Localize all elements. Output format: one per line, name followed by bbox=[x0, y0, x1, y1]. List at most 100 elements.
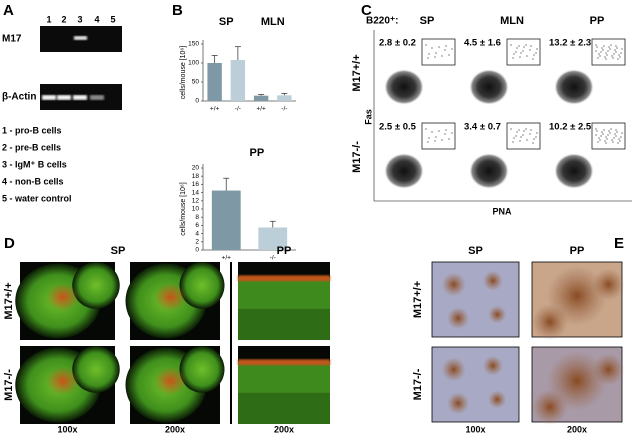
event-dot bbox=[445, 45, 447, 47]
histology-image bbox=[531, 346, 625, 425]
gel-band bbox=[73, 95, 87, 100]
legend-item: 1 - pro-B cells bbox=[2, 125, 62, 135]
stain-region bbox=[592, 268, 625, 301]
event-dot bbox=[606, 54, 608, 56]
event-dot bbox=[607, 134, 609, 136]
event-dot bbox=[519, 140, 521, 142]
stain-region bbox=[488, 390, 507, 409]
event-dot bbox=[595, 134, 597, 136]
stain-region bbox=[447, 392, 470, 415]
stain-region bbox=[532, 389, 568, 425]
event-dot bbox=[515, 135, 517, 137]
event-dot bbox=[616, 47, 618, 49]
row-label: M17-/- bbox=[3, 369, 15, 401]
event-dot bbox=[615, 45, 617, 47]
event-dot bbox=[601, 47, 603, 49]
event-dot bbox=[613, 53, 615, 55]
bar bbox=[230, 59, 246, 101]
stain-region bbox=[532, 304, 568, 340]
event-dot bbox=[606, 138, 608, 140]
event-dot bbox=[435, 136, 437, 138]
magnification: 200x bbox=[274, 424, 294, 434]
event-dot bbox=[516, 47, 518, 49]
column-label: SP bbox=[468, 245, 483, 257]
event-dot bbox=[522, 50, 524, 52]
histology-image bbox=[531, 261, 625, 340]
cell-cloud bbox=[554, 69, 594, 105]
stain-region bbox=[441, 272, 466, 297]
event-dot bbox=[604, 56, 606, 58]
y-tick-label: 8 bbox=[195, 214, 199, 221]
gel-band bbox=[42, 95, 56, 100]
y-tick-label: 4 bbox=[195, 230, 199, 237]
event-dot bbox=[523, 130, 525, 132]
column-label: PP bbox=[590, 15, 605, 27]
event-dot bbox=[434, 56, 436, 58]
event-dot bbox=[425, 128, 427, 130]
event-dot bbox=[609, 48, 611, 50]
y-tick-label: 12 bbox=[192, 198, 200, 205]
flow-plot bbox=[469, 38, 541, 105]
stain-region bbox=[488, 305, 507, 324]
cell-cloud bbox=[469, 153, 509, 189]
flow-plot bbox=[469, 122, 541, 189]
y-tick-label: 150 bbox=[188, 41, 199, 48]
event-dot bbox=[621, 48, 623, 50]
event-dot bbox=[427, 141, 429, 143]
lane-number: 5 bbox=[110, 14, 115, 24]
gate-percentage: 13.2 ± 2.3 bbox=[549, 38, 591, 49]
event-dot bbox=[611, 139, 613, 141]
event-dot bbox=[438, 130, 440, 132]
gate-percentage: 10.2 ± 2.5 bbox=[549, 122, 592, 133]
event-dot bbox=[598, 53, 600, 55]
event-dot bbox=[526, 139, 528, 141]
gate-label: B220⁺: bbox=[366, 16, 399, 27]
event-dot bbox=[525, 128, 527, 130]
event-dot bbox=[441, 55, 443, 57]
y-tick-label: 0 bbox=[195, 247, 199, 254]
event-dot bbox=[533, 54, 535, 56]
event-dot bbox=[431, 47, 433, 49]
event-dot bbox=[614, 133, 616, 135]
cell-cloud bbox=[469, 69, 509, 105]
event-dot bbox=[599, 139, 601, 141]
gate bbox=[506, 38, 541, 66]
event-dot bbox=[435, 52, 437, 54]
event-dot bbox=[536, 48, 538, 50]
red-region bbox=[154, 367, 187, 396]
event-dot bbox=[615, 51, 617, 53]
green-region bbox=[72, 262, 120, 309]
event-dot bbox=[516, 131, 518, 133]
stain-region bbox=[482, 355, 503, 376]
event-dot bbox=[598, 137, 600, 139]
event-dot bbox=[451, 48, 453, 50]
fluorescence-image bbox=[238, 262, 330, 340]
legend-item: 2 - pre-B cells bbox=[2, 142, 61, 152]
y-axis-label: cells/mouse [10⁶] bbox=[180, 182, 187, 236]
magnification: 100x bbox=[465, 424, 485, 434]
gel-band bbox=[90, 95, 104, 100]
event-dot bbox=[519, 56, 521, 58]
event-dot bbox=[523, 46, 525, 48]
event-dot bbox=[615, 135, 617, 137]
fluorescence-image bbox=[15, 346, 120, 424]
event-dot bbox=[595, 128, 597, 130]
event-dot bbox=[513, 137, 515, 139]
flow-plot bbox=[384, 122, 456, 189]
event-dot bbox=[525, 44, 527, 46]
event-dot bbox=[618, 54, 620, 56]
event-dot bbox=[597, 141, 599, 143]
gate bbox=[591, 122, 626, 150]
red-region bbox=[154, 283, 187, 312]
event-dot bbox=[607, 50, 609, 52]
y-tick-label: 50 bbox=[192, 79, 200, 86]
event-dot bbox=[619, 140, 621, 142]
event-dot bbox=[617, 142, 619, 144]
fluorescence-image bbox=[15, 262, 120, 340]
event-dot bbox=[448, 54, 450, 56]
image-bg bbox=[431, 261, 520, 338]
event-dot bbox=[605, 142, 607, 144]
event-dot bbox=[610, 44, 612, 46]
group-label: MLN bbox=[261, 16, 285, 28]
y-axis-label: Fas bbox=[363, 109, 373, 125]
